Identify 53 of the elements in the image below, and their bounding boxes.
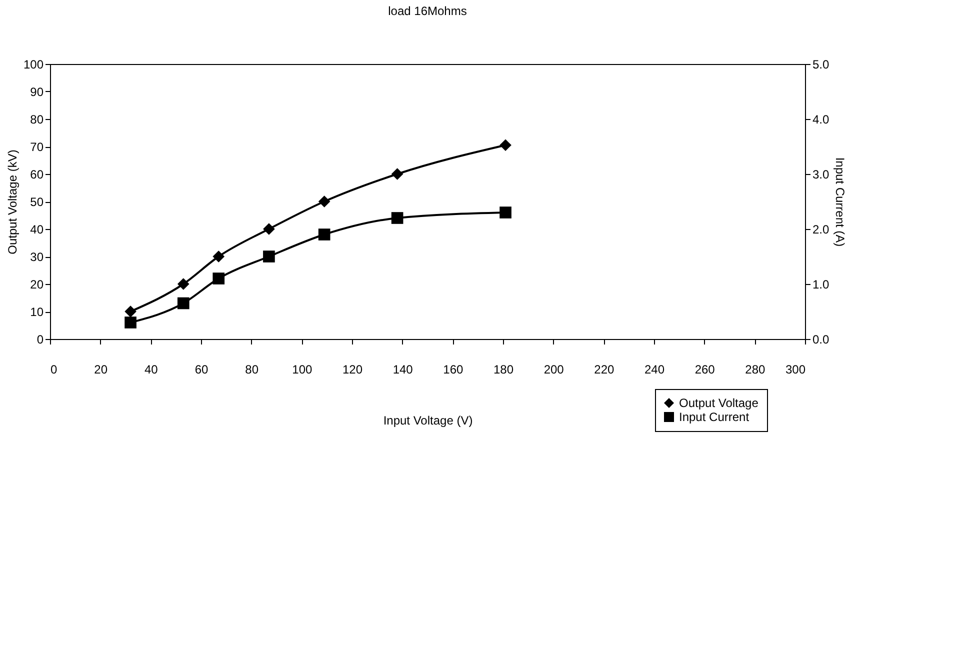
y-tick-label: 70 xyxy=(30,140,44,154)
point xyxy=(124,316,136,328)
y-tick-label: 10 xyxy=(30,305,44,319)
y-tick-label: 50 xyxy=(30,195,44,209)
point xyxy=(500,206,512,218)
y-tick-label: 30 xyxy=(30,250,44,264)
y-tick-label: 0 xyxy=(36,332,44,346)
point xyxy=(212,250,225,262)
x-tick-label: 0 xyxy=(50,362,58,376)
x-tick-label: 140 xyxy=(392,362,414,376)
x-tick-label: 80 xyxy=(245,362,259,376)
x-tick-label: 220 xyxy=(594,362,614,376)
y-tick-label: 40 xyxy=(30,222,44,236)
point xyxy=(318,196,330,208)
point xyxy=(263,223,275,235)
x-tick-label: 260 xyxy=(694,362,716,376)
x-tick-label: 180 xyxy=(493,362,514,376)
x-axis-title: Input Voltage (V) xyxy=(383,414,473,428)
point xyxy=(177,297,190,310)
x-tick-label: 40 xyxy=(144,362,158,376)
x-tick-label: 300 xyxy=(785,362,806,376)
y-tick-label: 60 xyxy=(30,168,44,182)
x-tick-label: 60 xyxy=(194,362,208,376)
legend-label: Output Voltage xyxy=(679,396,759,410)
x-tick-label: 280 xyxy=(745,362,766,376)
y-tick-label: 20 xyxy=(30,278,44,292)
y-tick-label: 80 xyxy=(30,112,44,126)
y2-tick-label: 5.0 xyxy=(812,58,830,72)
point xyxy=(124,306,136,318)
y2-tick-label: 0.0 xyxy=(812,332,830,346)
point xyxy=(212,272,225,284)
y2-tick-label: 1.0 xyxy=(812,278,830,292)
y2-tick-label: 4.0 xyxy=(812,112,830,126)
x-tick-label: 100 xyxy=(292,362,312,376)
x-tick-label: 20 xyxy=(94,362,108,376)
y2-axis-title: Input Current (A) xyxy=(833,157,848,247)
legend-label: Input Current xyxy=(679,410,750,424)
point xyxy=(318,228,330,240)
point xyxy=(500,139,512,152)
point xyxy=(391,168,404,180)
point xyxy=(177,278,190,290)
x-tick-label: 240 xyxy=(644,362,665,376)
x-tick-label: 200 xyxy=(544,362,564,376)
y2-tick-label: 3.0 xyxy=(812,168,830,182)
point xyxy=(263,250,275,262)
point xyxy=(391,212,404,224)
y-tick-label: 90 xyxy=(30,85,44,99)
y-axis-title: Output Voltage (kV) xyxy=(5,150,20,254)
x-tick-label: 120 xyxy=(342,362,363,376)
y2-tick-label: 2.0 xyxy=(812,222,830,236)
chart-title: load 16Mohms xyxy=(388,4,467,18)
y-tick-label: 100 xyxy=(23,58,44,72)
x-tick-label: 160 xyxy=(443,362,464,376)
